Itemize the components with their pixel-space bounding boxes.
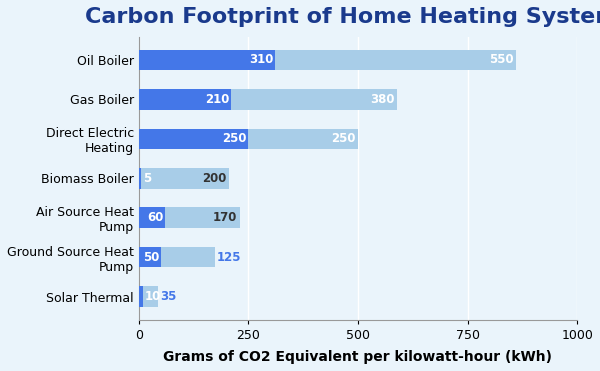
Text: 170: 170 bbox=[213, 211, 238, 224]
Bar bbox=[139, 207, 239, 228]
Bar bbox=[139, 286, 143, 307]
Text: 50: 50 bbox=[143, 251, 159, 264]
Bar bbox=[139, 207, 165, 228]
Bar bbox=[139, 168, 141, 188]
Bar bbox=[139, 89, 397, 110]
Bar bbox=[139, 129, 248, 149]
Bar bbox=[139, 247, 161, 267]
Title: Carbon Footprint of Home Heating Systems: Carbon Footprint of Home Heating Systems bbox=[85, 7, 600, 27]
Text: 550: 550 bbox=[489, 53, 514, 66]
Text: 250: 250 bbox=[331, 132, 356, 145]
Bar bbox=[139, 129, 358, 149]
Text: 35: 35 bbox=[160, 290, 176, 303]
Bar bbox=[139, 247, 215, 267]
Text: 5: 5 bbox=[143, 172, 151, 185]
Bar bbox=[139, 286, 158, 307]
Bar bbox=[139, 168, 229, 188]
Text: 210: 210 bbox=[205, 93, 229, 106]
Text: 60: 60 bbox=[147, 211, 164, 224]
Bar bbox=[139, 89, 231, 110]
Text: 125: 125 bbox=[217, 251, 242, 264]
Bar bbox=[139, 50, 516, 70]
X-axis label: Grams of CO2 Equivalent per kilowatt-hour (kWh): Grams of CO2 Equivalent per kilowatt-hou… bbox=[163, 350, 553, 364]
Text: 200: 200 bbox=[202, 172, 226, 185]
Bar bbox=[139, 50, 275, 70]
Text: 10: 10 bbox=[145, 290, 161, 303]
Text: 380: 380 bbox=[371, 93, 395, 106]
Text: 250: 250 bbox=[223, 132, 247, 145]
Text: 310: 310 bbox=[249, 53, 273, 66]
